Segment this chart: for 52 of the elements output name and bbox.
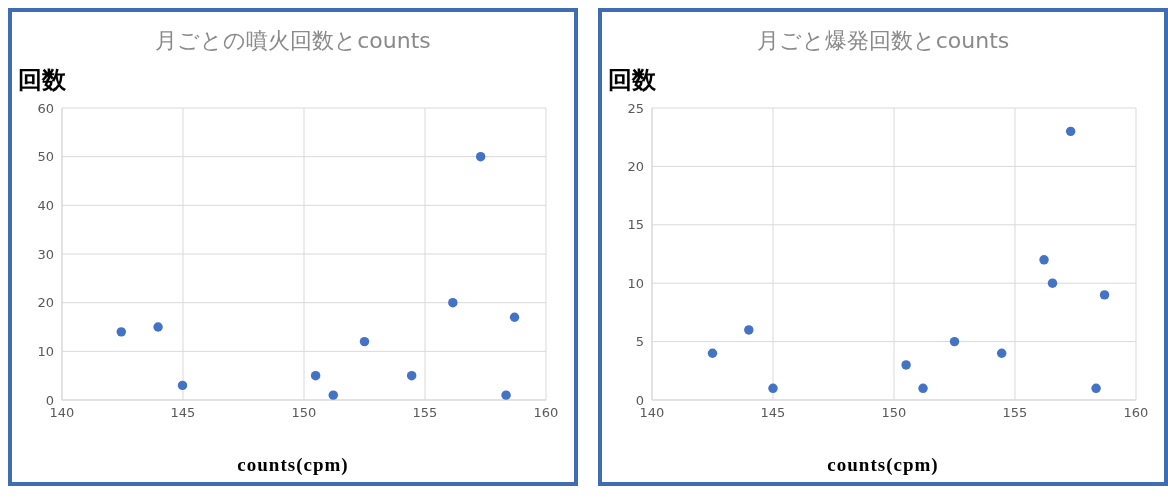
point [1091, 383, 1101, 394]
y-tick-label: 20 [627, 159, 644, 175]
point [328, 390, 338, 400]
x-tick-label: 140 [639, 405, 665, 421]
y-tick-label: 30 [37, 246, 54, 262]
x-tick-label: 160 [1123, 405, 1149, 421]
x-axis-title: counts(cpm) [826, 454, 940, 476]
point [918, 383, 928, 394]
y-tick-label: 5 [635, 334, 644, 350]
y-tick-label: 0 [635, 392, 644, 408]
y-tick-label: 60 [37, 100, 54, 116]
x-axis-title: counts(cpm) [236, 454, 350, 476]
point [1099, 290, 1110, 300]
y-tick-label: 25 [627, 100, 644, 116]
y-tick-label: 50 [37, 149, 54, 165]
y-tick-label: 40 [37, 197, 54, 213]
point [707, 348, 718, 358]
y-axis-title: 回数 [608, 65, 656, 96]
x-tick-label: 145 [170, 405, 196, 421]
point [949, 336, 960, 347]
point [359, 336, 370, 347]
point [116, 327, 127, 337]
x-tick-label: 140 [49, 405, 75, 421]
y-axis-title: 回数 [18, 65, 66, 96]
point [768, 383, 778, 394]
x-tick-label: 160 [533, 405, 559, 421]
y-tick-label: 10 [37, 343, 54, 359]
point [153, 322, 163, 332]
x-tick-label: 155 [1002, 405, 1028, 421]
point [1047, 278, 1058, 288]
point [744, 325, 754, 335]
point [406, 370, 417, 381]
x-tick-label: 150 [881, 405, 907, 421]
y-tick-label: 15 [627, 217, 644, 233]
x-tick-label: 150 [291, 405, 317, 421]
x-tick-label: 145 [760, 405, 786, 421]
point [475, 151, 486, 162]
point [901, 360, 911, 370]
y-tick-label: 10 [627, 275, 644, 291]
point [1065, 126, 1076, 137]
point [448, 297, 458, 308]
point [310, 370, 321, 381]
point [509, 312, 520, 322]
chart-title: 月ごと爆発回数とcounts [755, 27, 1011, 55]
y-tick-label: 0 [45, 392, 54, 408]
point [177, 380, 188, 391]
point [1039, 255, 1049, 265]
point [996, 348, 1007, 358]
x-tick-label: 155 [412, 405, 438, 421]
y-tick-label: 20 [37, 295, 54, 311]
point [501, 390, 511, 400]
chart-title: 月ごとの噴火回数とcounts [154, 27, 432, 55]
